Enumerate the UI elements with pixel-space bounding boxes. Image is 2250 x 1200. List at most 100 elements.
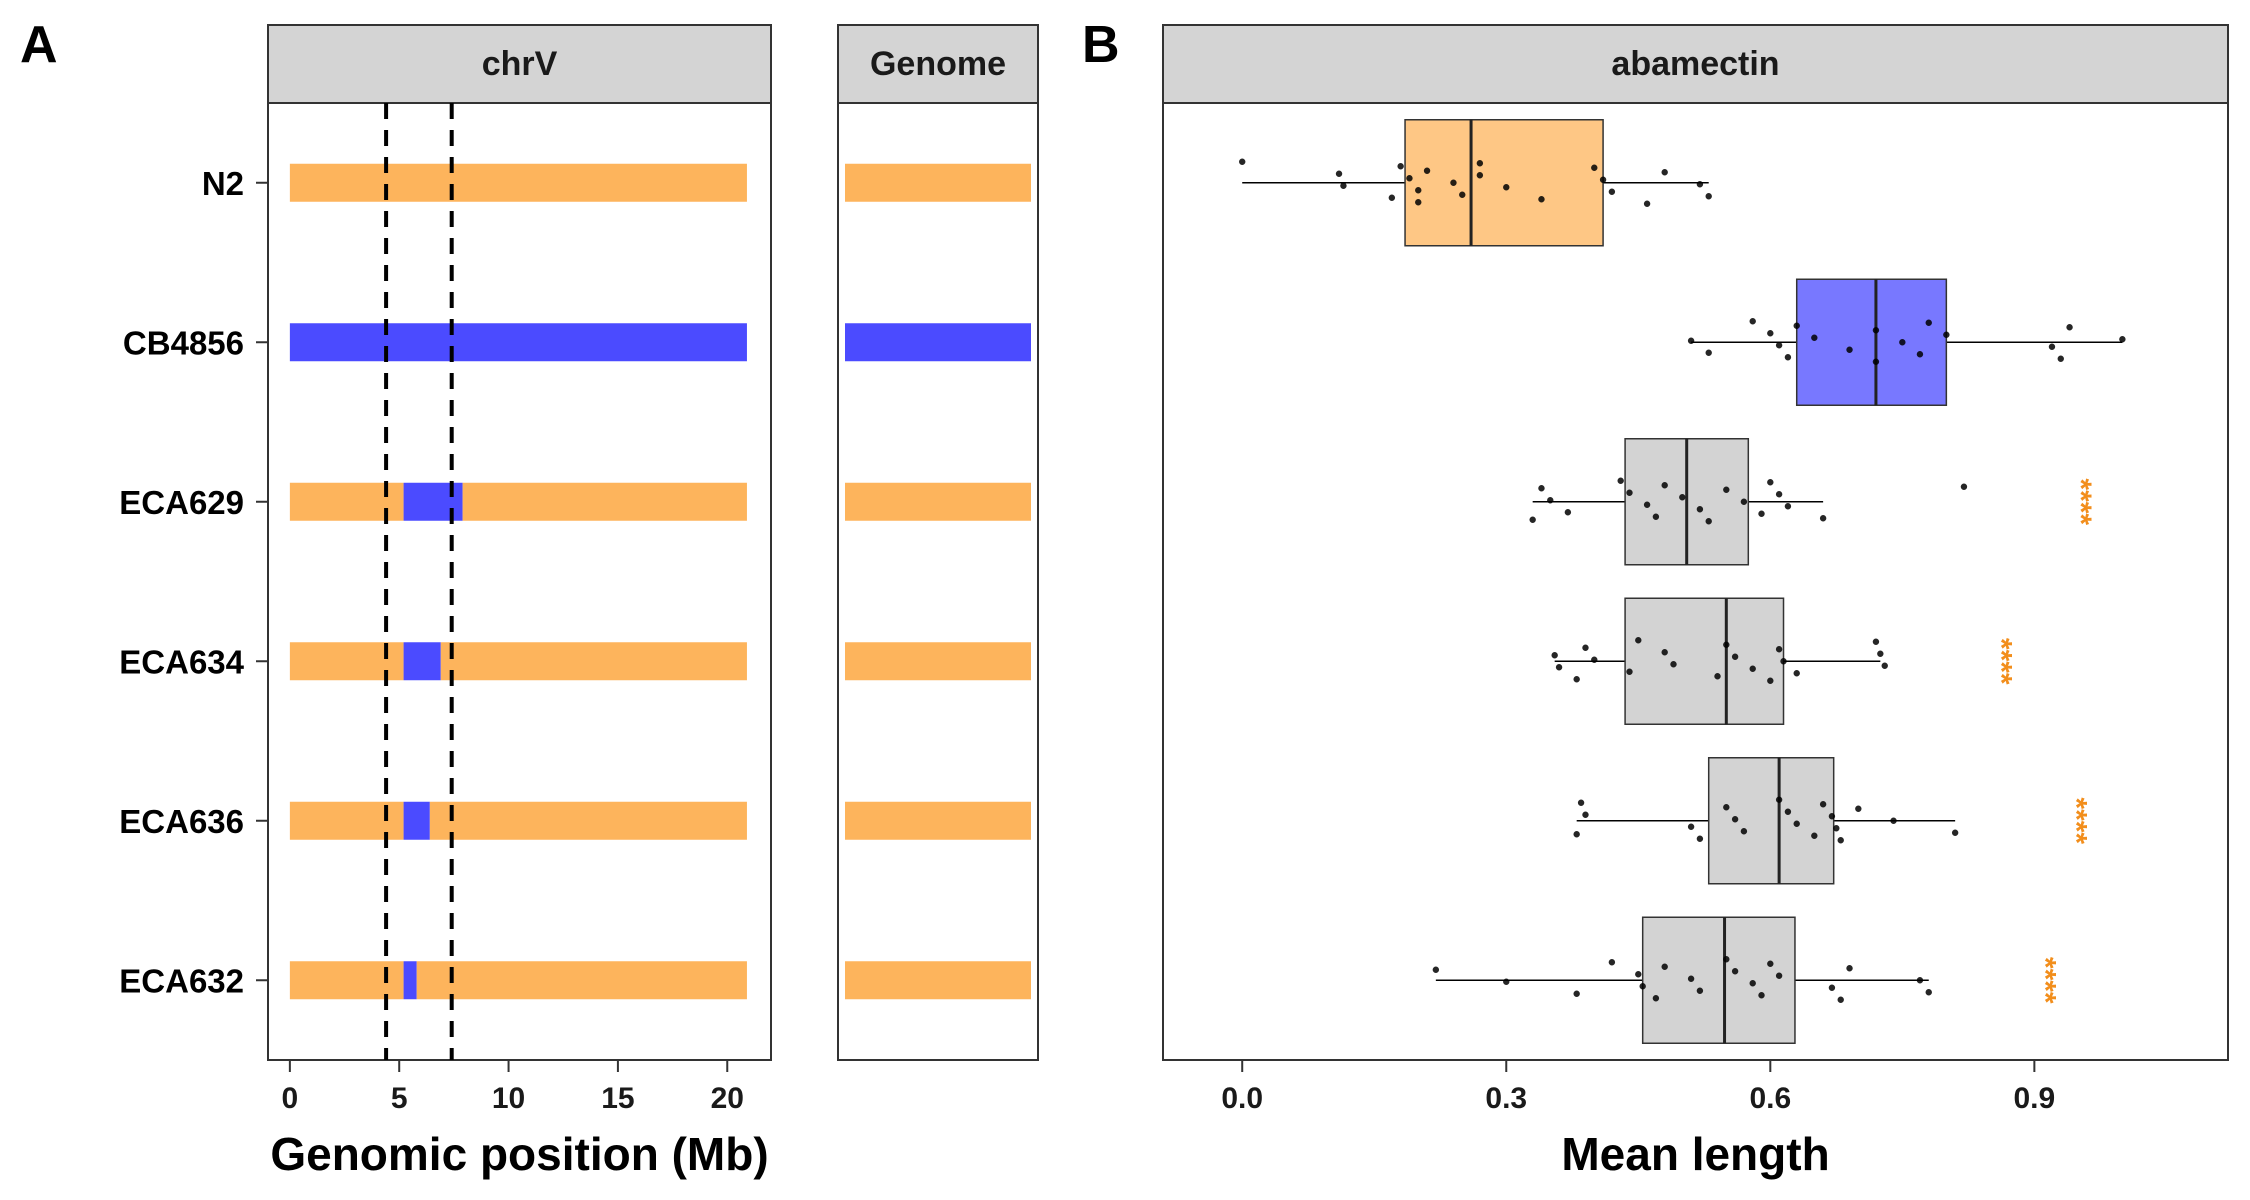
- panel-letter-b: B: [1082, 16, 1120, 74]
- strain-axis-labels: N2 CB4856 ECA629 ECA634 ECA636 ECA632: [119, 165, 268, 999]
- point-eca636-10: [1793, 820, 1800, 827]
- point-eca629-17: [1784, 503, 1792, 510]
- genome-bar-n2: [845, 163, 1031, 202]
- chrv-segment-eca636-2: [429, 801, 747, 840]
- point-n2-1: [1335, 170, 1343, 177]
- point-n2-14: [1538, 196, 1545, 203]
- point-eca634-18: [1877, 650, 1884, 657]
- genome-strip-label: Genome: [870, 45, 1006, 83]
- point-eca632-19: [1916, 977, 1924, 984]
- point-eca629-0: [1529, 516, 1536, 523]
- point-eca632-11: [1731, 968, 1739, 975]
- genome-bar-eca629: [845, 482, 1031, 521]
- point-eca632-6: [1652, 995, 1660, 1002]
- genome-bar-eca634: [845, 642, 1031, 681]
- box-eca632: [1641, 916, 1796, 1044]
- point-eca634-13: [1767, 677, 1774, 684]
- mean-length-tick-label-3: 0.9: [2014, 1082, 2056, 1115]
- boxplots: **** **** **** ****: [1239, 119, 2126, 1044]
- point-eca634-17: [1872, 638, 1880, 645]
- point-eca629-14: [1758, 510, 1765, 517]
- genome-background-bars: [845, 163, 1031, 1000]
- point-n2-4: [1397, 163, 1404, 170]
- point-eca634-10: [1723, 641, 1730, 648]
- point-eca632-20: [1925, 989, 1932, 996]
- point-eca629-13: [1740, 498, 1748, 505]
- chrv-segment-eca632-2: [416, 961, 747, 1000]
- point-cb4856-6: [1793, 322, 1800, 329]
- point-eca632-18: [1846, 965, 1853, 972]
- point-eca634-14: [1775, 646, 1783, 653]
- strain-label-n2: N2: [202, 165, 244, 202]
- chrv-tick-label-20: 20: [711, 1082, 744, 1115]
- panel-a-chrv-facet: chrV 0 5 10 15 20: [267, 24, 772, 1115]
- point-eca629-7: [1652, 513, 1660, 520]
- point-cb4856-7: [1811, 334, 1818, 341]
- boxplot-eca636: ****: [1573, 757, 2092, 885]
- abamectin-strip: [1162, 24, 2229, 104]
- point-eca632-2: [1573, 990, 1580, 997]
- point-n2-16: [1599, 176, 1607, 183]
- point-n2-9: [1450, 179, 1457, 186]
- point-eca629-2: [1547, 497, 1554, 504]
- point-n2-18: [1643, 200, 1651, 207]
- genome-strip: [837, 24, 1039, 104]
- point-eca632-8: [1687, 975, 1695, 982]
- boxplot-plot-area: [1162, 102, 2229, 1061]
- point-n2-13: [1503, 184, 1510, 191]
- point-eca636-16: [1855, 805, 1862, 812]
- point-eca632-15: [1775, 972, 1783, 979]
- panel-b-boxplot: abamectin **** **** **** **** 0.0 0.3 0.6 0.9: [1162, 24, 2229, 1115]
- point-n2-20: [1696, 181, 1704, 188]
- significance-eca636: ****: [2059, 797, 2092, 844]
- boxplot-eca629: ****: [1529, 438, 2097, 566]
- point-cb4856-9: [1872, 358, 1880, 365]
- chrv-segment-eca632-1: [403, 961, 417, 1000]
- box-eca634: [1624, 597, 1785, 725]
- point-eca636-7: [1740, 828, 1748, 835]
- mean-length-x-axis: 0.0 0.3 0.6 0.9: [1221, 1060, 2055, 1115]
- point-n2-3: [1388, 194, 1396, 201]
- chrv-segment-eca634-2: [440, 642, 747, 681]
- chrv-tick-label-10: 10: [492, 1082, 525, 1115]
- point-n2-2: [1340, 182, 1347, 189]
- box-cb4856: [1795, 278, 1948, 406]
- significance-eca629: ****: [2064, 478, 2097, 525]
- point-eca632-12: [1749, 980, 1756, 987]
- point-eca629-12: [1723, 486, 1730, 493]
- point-n2-6: [1415, 187, 1422, 194]
- point-eca634-2: [1573, 676, 1580, 683]
- point-eca636-5: [1723, 804, 1730, 811]
- point-cb4856-15: [2048, 343, 2056, 350]
- point-eca632-4: [1635, 971, 1642, 978]
- point-eca634-8: [1670, 661, 1677, 668]
- point-n2-0: [1239, 158, 1246, 165]
- point-eca636-8: [1775, 796, 1783, 803]
- genome-plot-area: [837, 102, 1039, 1061]
- point-cb4856-12: [1916, 351, 1924, 358]
- chrv-strip-label: chrV: [482, 45, 558, 83]
- point-n2-10: [1459, 191, 1466, 198]
- point-eca634-0: [1551, 652, 1558, 659]
- panel-a-genome-facet: Genome: [837, 24, 1039, 1061]
- point-eca636-12: [1819, 801, 1827, 808]
- box-eca636: [1707, 757, 1835, 885]
- point-n2-21: [1705, 193, 1712, 200]
- point-cb4856-10: [1872, 327, 1880, 334]
- point-eca636-9: [1784, 808, 1792, 815]
- point-eca629-1: [1538, 485, 1545, 492]
- significance-eca632: ****: [2029, 957, 2062, 1004]
- point-cb4856-16: [2057, 355, 2064, 362]
- point-eca629-4: [1617, 477, 1624, 484]
- strain-label-eca632: ECA632: [119, 962, 244, 999]
- point-eca632-7: [1661, 963, 1668, 970]
- point-eca634-15: [1780, 658, 1787, 665]
- point-eca632-17: [1837, 996, 1844, 1003]
- abamectin-strip-label: abamectin: [1611, 45, 1779, 83]
- point-eca632-16: [1828, 984, 1836, 991]
- point-cb4856-0: [1687, 337, 1695, 344]
- point-eca632-13: [1758, 992, 1765, 999]
- point-eca632-3: [1608, 959, 1616, 966]
- point-eca634-12: [1749, 665, 1756, 672]
